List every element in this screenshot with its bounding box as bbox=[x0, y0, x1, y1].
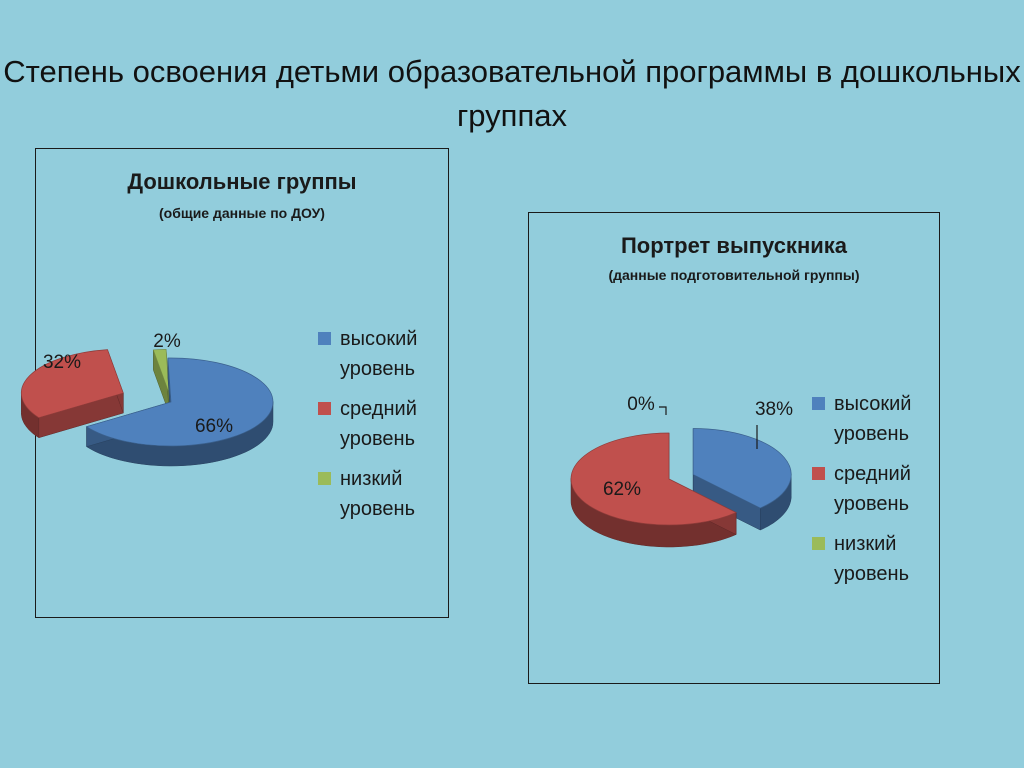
legend-swatch-middle bbox=[812, 467, 825, 480]
data-label-middle: 62% bbox=[603, 479, 641, 500]
legend-label: низкий уровень bbox=[340, 468, 416, 520]
data-label-high: 66% bbox=[195, 416, 233, 437]
legend-swatch-low bbox=[812, 537, 825, 550]
legend-item-high: высокий уровень bbox=[812, 389, 954, 449]
chart-panel-preschool-groups: Дошкольные группы (общие данные по ДОУ) … bbox=[21, 148, 449, 618]
chart-title: Портрет выпускника bbox=[620, 233, 848, 258]
legend-label: средний уровень bbox=[834, 463, 911, 515]
chart-subtitle: (данные подготовительной группы) bbox=[608, 267, 860, 283]
data-label-low: 0% bbox=[627, 394, 655, 415]
legend-item-middle: средний уровень bbox=[318, 394, 460, 454]
data-label-high: 38% bbox=[755, 399, 793, 420]
legend-swatch-high bbox=[812, 397, 825, 410]
chart-panel-graduate-portrait: Портрет выпускника (данные подготовитель… bbox=[528, 212, 940, 684]
legend-swatch-middle bbox=[318, 402, 331, 415]
legend-swatch-low bbox=[318, 472, 331, 485]
pie-slice-middle bbox=[21, 349, 124, 439]
chart-subtitle: (общие данные по ДОУ) bbox=[159, 205, 325, 221]
leader-line bbox=[659, 406, 667, 415]
pie-chart: 66% 32% 2% bbox=[21, 331, 274, 467]
pie-slice-high bbox=[692, 428, 792, 531]
legend-label: высокий уровень bbox=[834, 393, 912, 445]
pie-slice-low bbox=[152, 349, 170, 414]
chart-legend: высокий уровень средний уровень низкий у… bbox=[318, 324, 460, 534]
chart-legend: высокий уровень средний уровень низкий у… bbox=[812, 389, 954, 599]
legend-item-low: низкий уровень bbox=[812, 529, 954, 589]
data-label-middle: 32% bbox=[43, 352, 81, 373]
pie-slice-high bbox=[85, 357, 274, 467]
slide-title: Степень освоения детьми образовательной … bbox=[3, 54, 1021, 133]
pie-slice-middle bbox=[570, 432, 737, 548]
data-label-low: 2% bbox=[153, 331, 181, 352]
legend-item-middle: средний уровень bbox=[812, 459, 954, 519]
legend-label: высокий уровень bbox=[340, 328, 418, 380]
legend-item-low: низкий уровень bbox=[318, 464, 460, 524]
chart-title: Дошкольные группы bbox=[127, 169, 357, 194]
legend-swatch-high bbox=[318, 332, 331, 345]
legend-label: средний уровень bbox=[340, 398, 417, 450]
legend-label: низкий уровень bbox=[834, 533, 910, 585]
pie-chart: 38% 62% 0% bbox=[570, 394, 793, 548]
legend-item-high: высокий уровень bbox=[318, 324, 460, 384]
